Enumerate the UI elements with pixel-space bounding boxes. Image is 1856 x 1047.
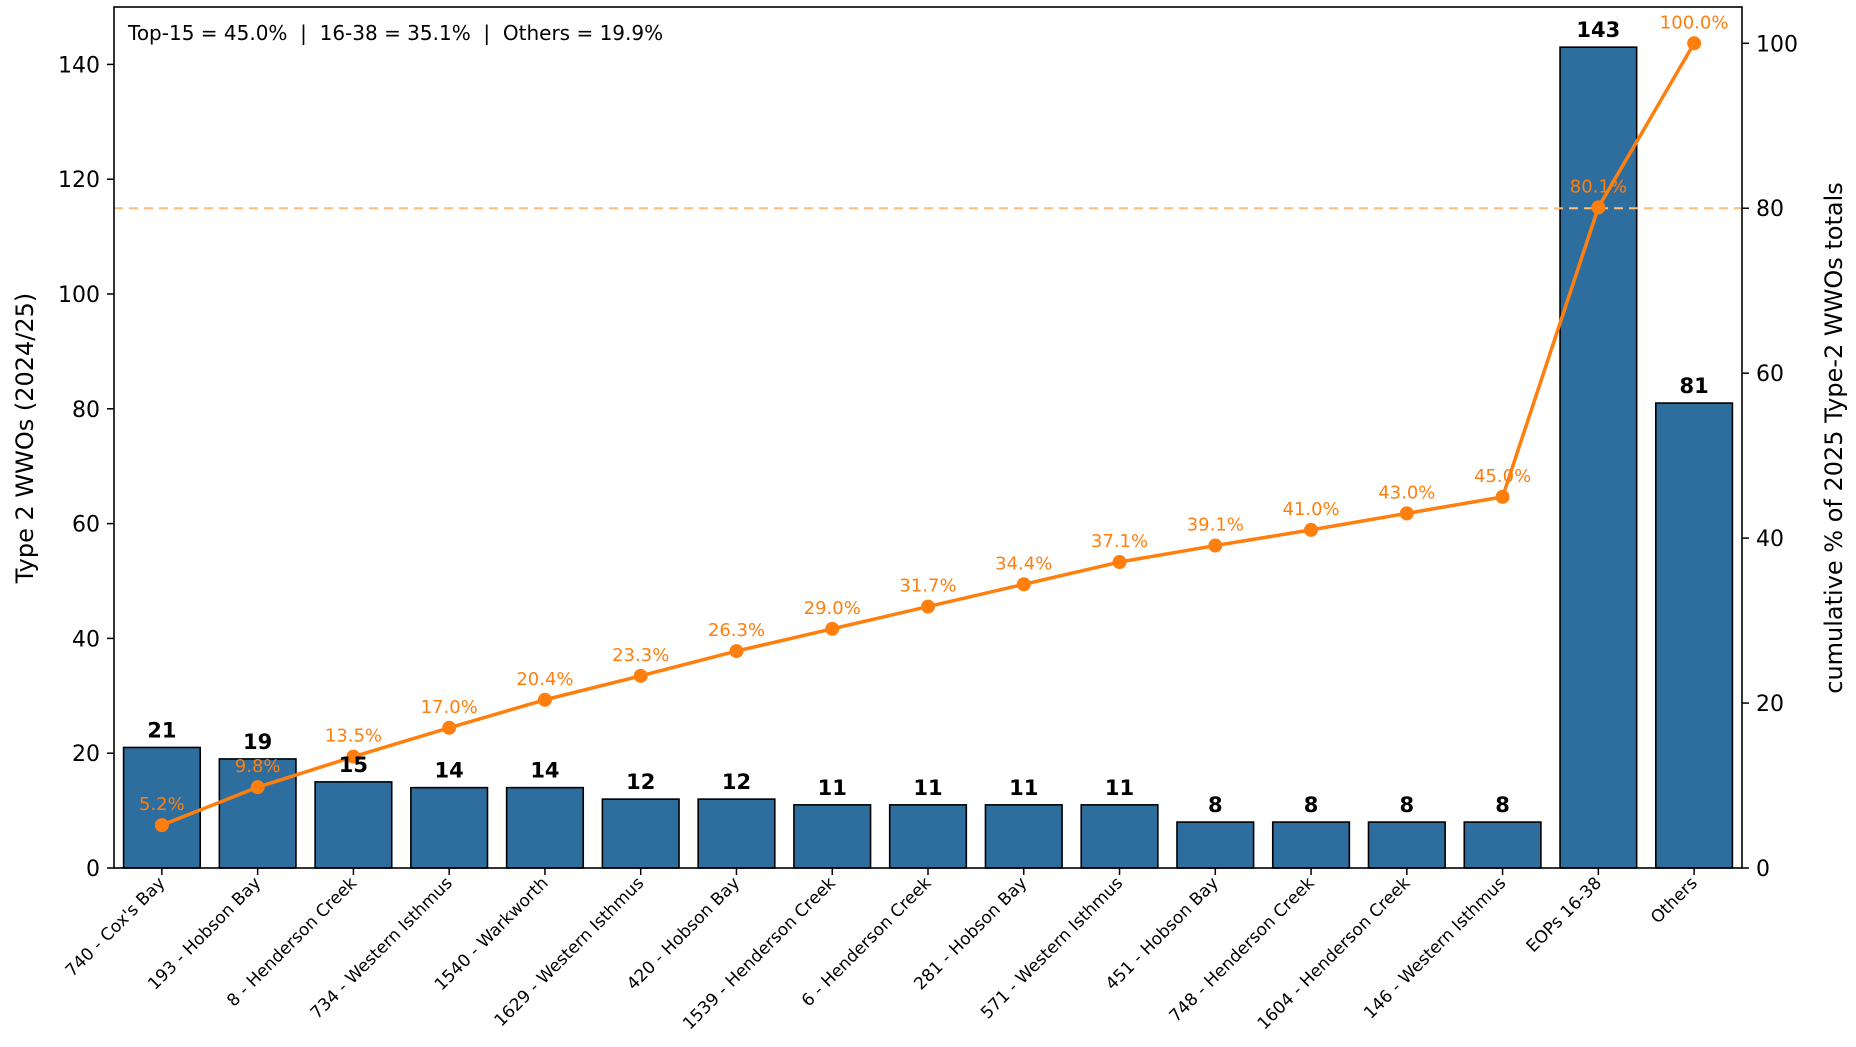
bar-5 <box>601 798 680 869</box>
cumulative-point-3 <box>442 720 457 735</box>
bars-layer <box>122 46 1734 869</box>
cumulative-point-6 <box>729 644 744 659</box>
y2-tick-label: 80 <box>1756 197 1784 222</box>
cumulative-label-3: 17.0% <box>421 697 478 718</box>
bar-value-label-3: 14 <box>435 759 464 783</box>
bar-value-label-10: 11 <box>1105 776 1134 800</box>
bar-value-label-4: 14 <box>530 759 559 783</box>
cumulative-label-13: 43.0% <box>1378 482 1435 503</box>
bar-1 <box>218 758 297 869</box>
cumulative-label-9: 34.4% <box>995 553 1052 574</box>
y-tick-label: 20 <box>72 742 100 767</box>
bar-value-label-14: 8 <box>1495 793 1510 817</box>
y-tick-label: 40 <box>72 627 100 652</box>
y2-tick-label: 20 <box>1756 692 1784 717</box>
x-tick-label: EOPs 16-38 <box>1523 873 1606 956</box>
y-axis-title: Type 2 WWOs (2024/25) <box>11 293 39 585</box>
bar-value-label-7: 11 <box>818 776 847 800</box>
x-tick-label: 1539 - Henderson Creek <box>679 873 840 1034</box>
cumulative-label-7: 29.0% <box>804 598 861 619</box>
cumulative-point-0 <box>154 818 169 833</box>
cumulative-point-9 <box>1016 577 1031 592</box>
bar-value-label-6: 12 <box>722 770 751 794</box>
cumulative-point-12 <box>1304 522 1319 537</box>
cumulative-point-1 <box>250 780 265 795</box>
y2-tick-label: 0 <box>1756 857 1770 882</box>
cumulative-label-0: 5.2% <box>139 794 185 815</box>
bar-0 <box>122 746 201 869</box>
bar-value-label-8: 11 <box>913 776 942 800</box>
summary-annotation: Top-15 = 45.0% | 16-38 = 35.1% | Others … <box>127 21 663 45</box>
bar-6 <box>697 798 776 869</box>
cumulative-point-4 <box>537 692 552 707</box>
y-tick-label: 60 <box>72 513 100 538</box>
cumulative-label-16: 100.0% <box>1660 12 1729 33</box>
bar-8 <box>888 804 968 869</box>
cumulative-point-13 <box>1399 506 1414 521</box>
cumulative-point-7 <box>825 621 840 636</box>
cumulative-label-14: 45.0% <box>1474 466 1531 487</box>
bar-value-label-11: 8 <box>1208 793 1223 817</box>
cumulative-label-11: 39.1% <box>1187 515 1244 536</box>
cumulative-point-16 <box>1687 36 1702 51</box>
cumulative-label-1: 9.8% <box>235 756 281 777</box>
y-tick-label: 140 <box>58 53 100 78</box>
y-tick-label: 100 <box>58 283 100 308</box>
bar-4 <box>505 786 585 869</box>
cumulative-point-14 <box>1495 489 1510 504</box>
data-labels-layer: 21 19 15 14 14 12 12 11 11 11 11 8 8 8 8 143 81 5.2% 9.8% 1… <box>139 12 1728 817</box>
bar-value-label-12: 8 <box>1304 793 1319 817</box>
cumulative-point-15 <box>1591 200 1606 215</box>
bar-10 <box>1080 804 1159 869</box>
cumulative-point-10 <box>1112 555 1127 570</box>
cumulative-label-12: 41.0% <box>1282 499 1339 520</box>
cumulative-label-2: 13.5% <box>325 726 382 747</box>
cumulative-point-11 <box>1208 538 1223 553</box>
bar-16 <box>1655 402 1734 869</box>
y2-tick-label: 60 <box>1756 362 1784 387</box>
cumulative-line-layer <box>154 36 1702 833</box>
y2-axis-title: cumulative % of 2025 Type-2 WWOs totals <box>1820 182 1848 694</box>
cumulative-line <box>161 42 1696 827</box>
bar-value-label-5: 12 <box>626 770 655 794</box>
bar-3 <box>410 786 489 869</box>
y2-tick-label: 100 <box>1756 32 1798 57</box>
bar-7 <box>793 804 872 869</box>
y-tick-label: 120 <box>58 168 100 193</box>
bar-value-label-15: 143 <box>1576 18 1620 42</box>
cumulative-label-5: 23.3% <box>612 645 669 666</box>
bar-14 <box>1463 821 1542 869</box>
x-tick-label: Others <box>1647 873 1702 928</box>
cumulative-label-8: 31.7% <box>899 576 956 597</box>
cumulative-label-4: 20.4% <box>516 669 573 690</box>
cumulative-point-5 <box>633 668 648 683</box>
y-tick-label: 0 <box>86 857 100 882</box>
bar-13 <box>1367 821 1446 869</box>
bar-value-label-1: 19 <box>243 730 272 754</box>
bar-2 <box>314 781 393 869</box>
y2-tick-label: 40 <box>1756 527 1784 552</box>
cumulative-label-15: 80.1% <box>1570 176 1627 197</box>
bar-value-label-13: 8 <box>1400 793 1415 817</box>
bar-value-label-9: 11 <box>1009 776 1038 800</box>
cumulative-label-10: 37.1% <box>1091 531 1148 552</box>
bar-value-label-16: 81 <box>1680 374 1709 398</box>
cumulative-point-2 <box>346 749 361 764</box>
cumulative-point-8 <box>921 599 935 614</box>
bar-value-label-0: 21 <box>147 718 176 742</box>
bar-value-label-2: 15 <box>339 753 368 777</box>
bar-15 <box>1559 46 1638 869</box>
y-tick-label: 80 <box>72 398 100 423</box>
x-tick-label: 1604 - Henderson Creek <box>1254 873 1415 1034</box>
bar-11 <box>1176 821 1255 869</box>
cumulative-label-6: 26.3% <box>708 620 765 641</box>
bar-9 <box>984 804 1063 869</box>
bar-12 <box>1271 821 1351 869</box>
ticks-layer: 0 20 40 60 80 100 120 140 0 20 40 60 80 100 740 - Cox'… <box>58 32 1798 1034</box>
x-tick-label: 740 - Cox's Bay <box>62 873 170 981</box>
